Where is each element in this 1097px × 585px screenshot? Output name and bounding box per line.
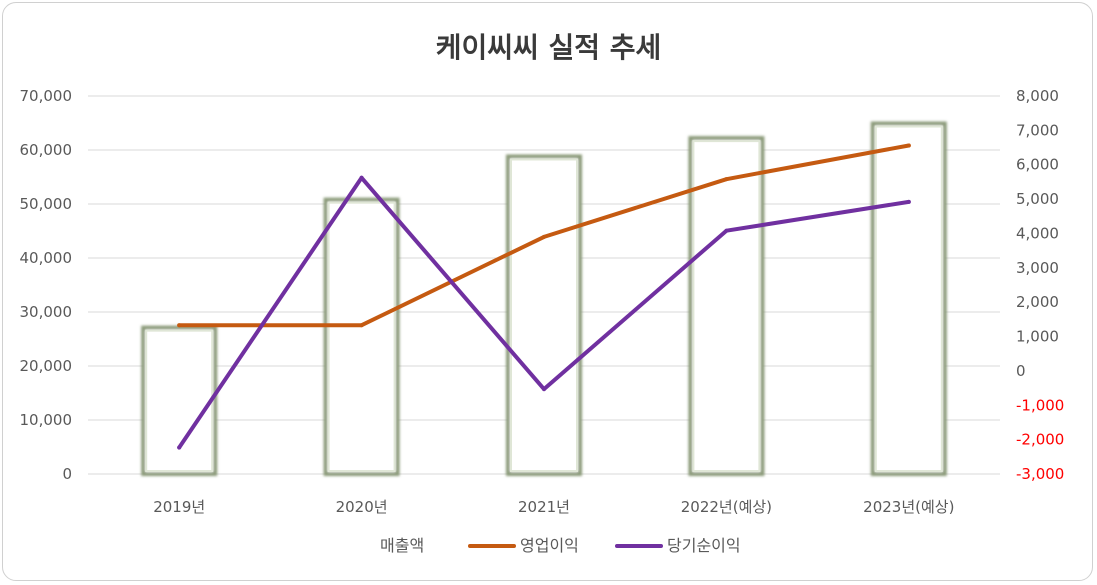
- x-tick-label: 2022년(예상): [681, 498, 772, 516]
- right-tick-label: 4,000: [1016, 224, 1059, 242]
- series-point: [177, 445, 182, 450]
- series-point: [177, 323, 182, 328]
- left-tick-label: 10,000: [20, 411, 73, 429]
- revenue-bar-inner: [327, 201, 396, 472]
- right-tick-label: -3,000: [1016, 465, 1064, 483]
- series-point: [724, 228, 729, 233]
- legend: 매출액 영업이익 당기순이익: [380, 536, 741, 555]
- legend-item: 당기순이익: [615, 536, 741, 555]
- x-tick-label: 2020년: [336, 498, 388, 516]
- left-tick-label: 30,000: [20, 303, 73, 321]
- series-point: [542, 387, 546, 392]
- legend-label: 영업이익: [520, 536, 579, 555]
- x-tick-label: 2019년: [153, 498, 205, 516]
- right-axis-ticks: -3,000 -2,000 -1,000 0 1,000 2,000 3,000 4,000 5…: [1016, 87, 1064, 483]
- series-point: [724, 177, 729, 182]
- left-tick-label: 70,000: [20, 87, 73, 105]
- right-tick-label: 1,000: [1016, 328, 1059, 346]
- x-tick-label: 2023년(예상): [863, 498, 954, 516]
- legend-label: 매출액: [380, 536, 424, 555]
- revenue-bar: [688, 136, 765, 476]
- right-tick-label: 3,000: [1016, 259, 1059, 277]
- left-axis-ticks: 0 10,000 20,000 30,000 40,000 50,000 60,000 70,…: [20, 87, 73, 483]
- left-tick-label: 60,000: [20, 141, 73, 159]
- revenue-bar: [141, 325, 218, 476]
- right-tick-label: 8,000: [1016, 87, 1059, 105]
- right-tick-label: 2,000: [1016, 293, 1059, 311]
- revenue-bar: [506, 154, 582, 476]
- right-tick-label: -2,000: [1016, 431, 1064, 449]
- revenue-bar-inner: [145, 329, 214, 472]
- series-point: [906, 143, 911, 148]
- series-point: [906, 199, 911, 204]
- series-point: [542, 234, 546, 239]
- series-point: [359, 175, 364, 180]
- series-lines: [177, 143, 911, 450]
- right-tick-label: 0: [1016, 362, 1026, 380]
- left-tick-label: 50,000: [20, 195, 73, 213]
- revenue-bar-inner: [692, 140, 761, 472]
- left-tick-label: 0: [62, 465, 72, 483]
- legend-item: 영업이익: [468, 536, 579, 555]
- revenue-bar-inner: [510, 158, 578, 472]
- revenue-bar-inner: [874, 125, 943, 472]
- x-axis-ticks: 2019년 2020년 2021년 2022년(예상) 2023년(예상): [153, 498, 954, 516]
- x-tick-label: 2021년: [518, 498, 570, 516]
- series-point: [359, 323, 364, 328]
- right-tick-label: -1,000: [1016, 396, 1064, 414]
- legend-item: 매출액: [380, 536, 424, 555]
- right-tick-label: 5,000: [1016, 190, 1059, 208]
- legend-label: 당기순이익: [667, 536, 741, 555]
- left-tick-label: 20,000: [20, 357, 73, 375]
- chart-title: 케이씨씨 실적 추세: [435, 31, 662, 64]
- revenue-bars: [141, 121, 947, 476]
- left-tick-label: 40,000: [20, 249, 73, 267]
- revenue-bar: [870, 121, 947, 476]
- right-tick-label: 7,000: [1016, 121, 1059, 139]
- right-tick-label: 6,000: [1016, 156, 1059, 174]
- revenue-bar: [323, 197, 400, 476]
